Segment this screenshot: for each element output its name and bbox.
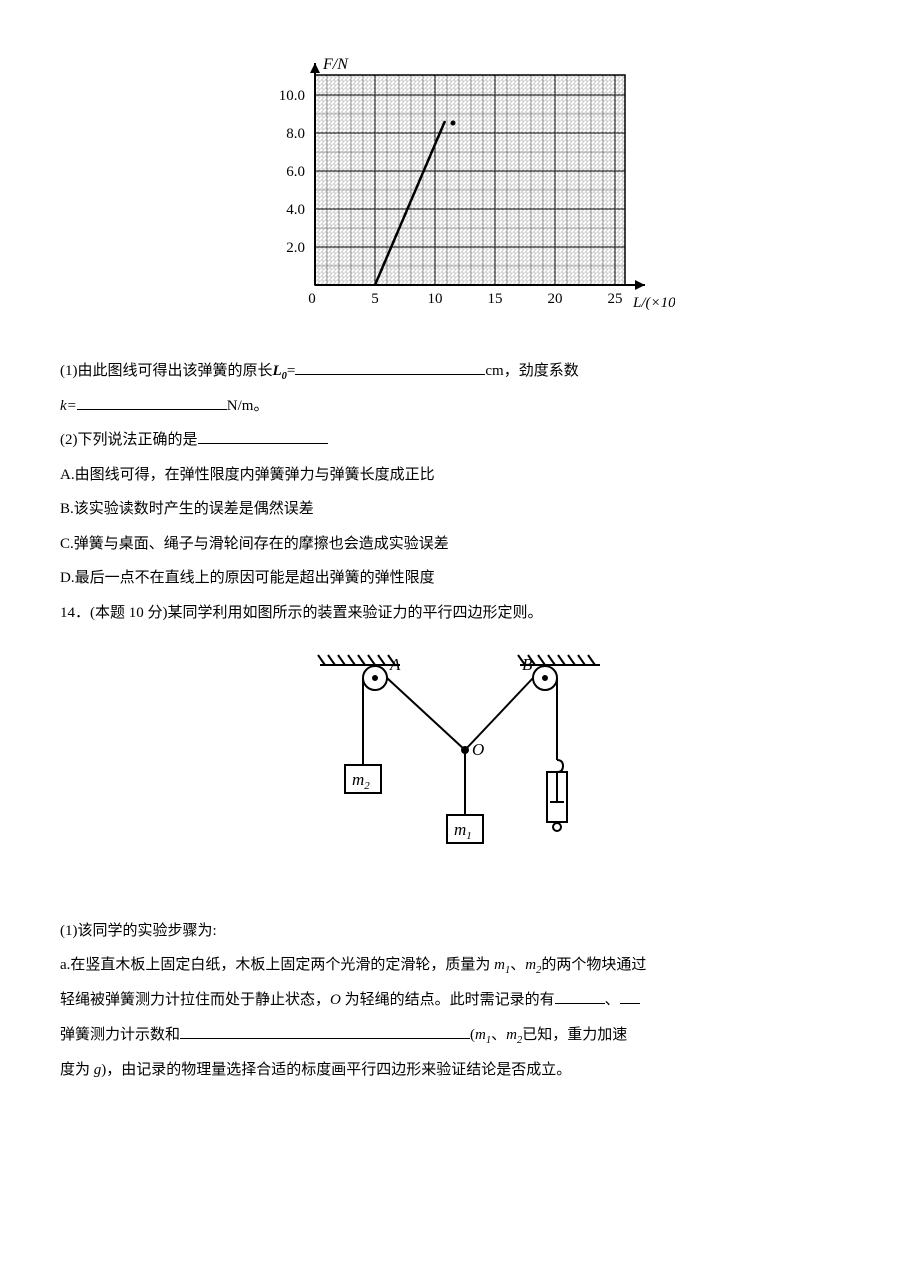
blank-record3	[180, 1023, 470, 1039]
blank-record1	[555, 988, 605, 1004]
q14-part1-label: (1)该同学的实验步骤为:	[60, 914, 860, 949]
svg-text:5: 5	[371, 291, 379, 307]
x-axis-label: L/(×10-2m)	[632, 294, 675, 311]
q14-num: 14．	[60, 605, 90, 621]
L0-sym: L0	[273, 363, 287, 379]
B-label: B	[522, 655, 533, 674]
q14-step-a-line1: a.在竖直木板上固定白纸，木板上固定两个光滑的定滑轮，质量为 m1、m2的两个物…	[60, 948, 860, 983]
q13-optC: C.弹簧与桌面、绳子与滑轮间存在的摩擦也会造成实验误差	[60, 527, 860, 562]
spring-chart-svg: 0 5 10 15 20 25 2.0 4.0 6.0 8.0 10.0 F/N…	[245, 55, 675, 315]
svg-text:15: 15	[488, 291, 503, 307]
svg-text:20: 20	[548, 291, 563, 307]
svg-text:0: 0	[308, 291, 316, 307]
blank-record2a	[620, 988, 640, 1004]
pulley-diagram: A B O m2 m1	[60, 645, 860, 889]
blank-L0	[295, 359, 485, 375]
pulley-svg: A B O m2 m1	[290, 645, 630, 875]
blank-part2	[198, 428, 328, 444]
q13-k-pre: k=	[60, 398, 77, 414]
q14-intro: 14．(本题 10 分)某同学利用如图所示的装置来验证力的平行四边形定则。	[60, 596, 860, 631]
svg-text:25: 25	[608, 291, 623, 307]
q13-optB: B.该实验读数时产生的误差是偶然误差	[60, 492, 860, 527]
q13-part1: (1)由此图线可得出该弹簧的原长L0=cm，劲度系数	[60, 354, 860, 389]
q13-part1-mid: cm，劲度系数	[485, 363, 578, 379]
svg-text:10: 10	[428, 291, 443, 307]
svg-text:6.0: 6.0	[286, 164, 305, 180]
q14-step-a-line2: 轻绳被弹簧测力计拉住而处于静止状态，O 为轻绳的结点。此时需记录的有、	[60, 983, 860, 1018]
O-label: O	[472, 740, 484, 759]
q14-step-a-line3: 弹簧测力计示数和(m1、m2已知，重力加速	[60, 1018, 860, 1053]
q14-step-a-line4: 度为 g)，由记录的物理量选择合适的标度画平行四边形来验证结论是否成立。	[60, 1053, 860, 1088]
q13-part2: (2)下列说法正确的是	[60, 423, 860, 458]
svg-text:4.0: 4.0	[286, 202, 305, 218]
y-axis-label: F/N	[322, 56, 349, 73]
svg-text:10.0: 10.0	[279, 88, 305, 104]
q13-k-line: k= N/m。	[60, 389, 860, 424]
blank-k	[77, 394, 227, 410]
q13-k-unit: N/m。	[227, 398, 269, 414]
q14-intro-text: (本题 10 分)某同学利用如图所示的装置来验证力的平行四边形定则。	[90, 605, 543, 621]
A-label: A	[389, 655, 401, 674]
spring-chart-figure: 0 5 10 15 20 25 2.0 4.0 6.0 8.0 10.0 F/N…	[60, 55, 860, 329]
svg-text:2.0: 2.0	[286, 240, 305, 256]
q13-optD: D.最后一点不在直线上的原因可能是超出弹簧的弹性限度	[60, 561, 860, 596]
q13-optA: A.由图线可得，在弹性限度内弹簧弹力与弹簧长度成正比	[60, 458, 860, 493]
svg-text:8.0: 8.0	[286, 126, 305, 142]
q13-part1-pre: (1)由此图线可得出该弹簧的原长	[60, 363, 273, 379]
